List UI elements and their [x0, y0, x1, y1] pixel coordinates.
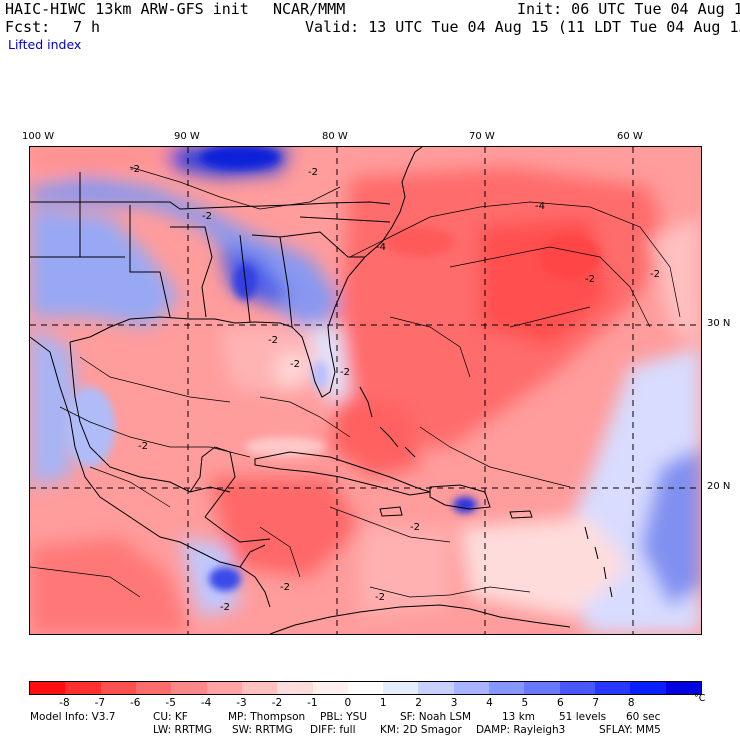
model-info-item: 13 km — [502, 711, 536, 723]
colorbar-label: -3 — [236, 697, 247, 709]
colorbar-swatch — [135, 682, 172, 694]
contour-label: -2 — [308, 167, 318, 178]
colorbar-swatch — [65, 682, 101, 694]
colorbar-label: -6 — [130, 697, 141, 709]
colorbar-swatch — [241, 682, 278, 694]
contour-label: -2 — [585, 274, 595, 285]
lon-label-90w: 90 W — [174, 131, 200, 142]
model-info-item: MP: Thompson — [228, 711, 306, 723]
init-time: Init: 06 UTC Tue 04 Aug 15 — [517, 0, 740, 18]
colorbar-swatch — [30, 682, 66, 694]
model-info-item: DIFF: full — [310, 724, 356, 736]
colorbar-swatch — [453, 682, 490, 694]
forecast-hour: 7 h — [73, 18, 101, 36]
contour-label: -2 — [375, 592, 385, 603]
colorbar-swatch — [206, 682, 242, 694]
colorbar-swatch — [418, 682, 454, 694]
colorbar-label: -5 — [165, 697, 176, 709]
field-name: Lifted index — [8, 37, 82, 52]
colorbar-swatch — [489, 682, 525, 694]
colorbar-label: -4 — [200, 697, 212, 709]
map-canvas: -2 -2 -2 -2 -2 -2 -2 -2 -4 -4 -2 -2 -2 -… — [30, 147, 701, 634]
model-info-item: SF: Noah LSM — [400, 711, 472, 723]
colorbar-swatch — [277, 682, 313, 694]
model-info-item: Model Info: V3.7 — [30, 711, 116, 723]
model-info-item: CU: KF — [153, 711, 188, 723]
model-info-item: SFLAY: MM5 — [599, 724, 661, 736]
colorbar-unit: °C — [694, 693, 706, 704]
colorbar-label: 6 — [556, 697, 564, 709]
lon-label-60w: 60 W — [617, 131, 643, 142]
model-info-item: PBL: YSU — [320, 711, 368, 723]
colorbar-label: 8 — [627, 697, 635, 709]
field-shading — [30, 147, 701, 634]
colorbar-swatch — [559, 682, 595, 694]
contour-label: -2 — [650, 269, 660, 280]
contour-label: -2 — [290, 359, 300, 370]
model-info-item: SW: RRTMG — [232, 724, 293, 736]
contour-label: -2 — [340, 367, 350, 378]
model-info-item: 60 sec — [626, 711, 661, 723]
contour-label: -4 — [376, 242, 386, 253]
model-title: HAIC-HIWC 13km ARW-GFS init — [5, 0, 249, 18]
model-info-item: LW: RRTMG — [153, 724, 212, 736]
lon-label-70w: 70 W — [469, 131, 495, 142]
contour-label: -2 — [220, 602, 230, 613]
contour-label: -2 — [202, 211, 212, 222]
colorbar-label: 1 — [379, 697, 387, 709]
lon-label-100w: 100 W — [22, 131, 55, 142]
colorbar-label: 5 — [521, 697, 529, 709]
contour-label: -4 — [535, 201, 545, 212]
contour-label: -2 — [280, 582, 290, 593]
colorbar-label: 0 — [344, 697, 352, 709]
model-info-item: DAMP: Rayleigh3 — [476, 724, 566, 736]
colorbar-label: -8 — [59, 697, 70, 709]
contour-label-group: -2 -2 -2 -2 -2 -2 -2 -2 -4 -4 -2 -2 -2 -… — [130, 164, 660, 613]
colorbar-swatch — [171, 682, 207, 694]
contour-label: -2 — [138, 441, 148, 452]
lifted-index-map: -2 -2 -2 -2 -2 -2 -2 -2 -4 -4 -2 -2 -2 -… — [29, 146, 702, 635]
colorbar-swatch — [347, 682, 384, 694]
colorbar-swatch — [630, 682, 666, 694]
colorbar-label: 4 — [486, 697, 493, 709]
colorbar-swatch — [665, 682, 701, 694]
colorbar-swatch — [383, 682, 419, 694]
contours — [30, 166, 681, 598]
forecast-label: Fcst: — [5, 18, 51, 36]
lat-label-20n: 20 N — [707, 481, 731, 492]
contour-label: -2 — [130, 164, 140, 175]
colorbar-label: -7 — [94, 697, 106, 709]
colorbar-swatch — [524, 682, 560, 694]
model-info-item: KM: 2D Smagor — [380, 724, 462, 736]
colorbar-label: 2 — [415, 697, 422, 709]
colorbar-swatch — [595, 682, 631, 694]
latlon-grid — [30, 147, 701, 634]
colorbar-swatch — [100, 682, 136, 694]
colorbar-swatch — [312, 682, 348, 694]
contour-label: -2 — [268, 335, 278, 346]
colorbar-label: -2 — [271, 697, 283, 709]
contour-label: -2 — [410, 522, 420, 533]
colorbar-label: -1 — [307, 697, 318, 709]
organization: NCAR/MMM — [273, 0, 346, 18]
lon-label-80w: 80 W — [322, 131, 348, 142]
colorbar-label: 3 — [450, 697, 458, 709]
colorbar-label: 7 — [592, 697, 600, 709]
coastlines — [30, 147, 613, 634]
colorbar — [29, 681, 702, 695]
valid-time: Valid: 13 UTC Tue 04 Aug 15 (11 LDT Tue … — [305, 18, 740, 36]
lat-label-30n: 30 N — [707, 318, 731, 329]
model-info-item: 51 levels — [559, 711, 607, 723]
